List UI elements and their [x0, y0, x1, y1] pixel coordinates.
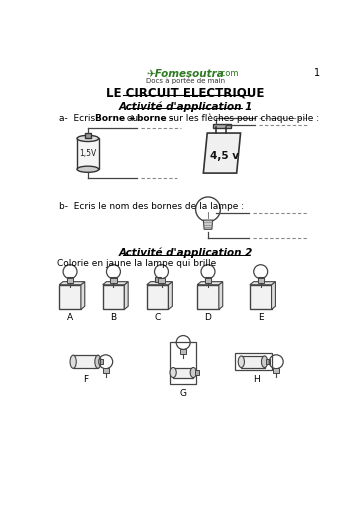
Polygon shape: [272, 282, 275, 309]
Text: .com: .com: [218, 69, 239, 78]
Bar: [212, 124, 231, 127]
Bar: [102, 368, 109, 373]
Text: E: E: [258, 313, 264, 322]
Ellipse shape: [190, 368, 196, 377]
Text: Docs à portée de main: Docs à portée de main: [146, 77, 225, 84]
Text: 4,5 v: 4,5 v: [210, 151, 239, 161]
Polygon shape: [168, 282, 172, 309]
Polygon shape: [102, 282, 128, 285]
Text: D: D: [205, 313, 211, 322]
Bar: [110, 277, 117, 282]
Text: Colorie en jaune la lampe qui brille: Colorie en jaune la lampe qui brille: [57, 260, 216, 268]
Text: H: H: [253, 375, 260, 384]
Ellipse shape: [70, 355, 76, 368]
Polygon shape: [59, 282, 85, 285]
Text: 1,5V: 1,5V: [79, 150, 97, 158]
Polygon shape: [250, 282, 275, 285]
Bar: [266, 359, 270, 364]
Bar: [159, 278, 165, 283]
Bar: [155, 277, 161, 282]
Ellipse shape: [170, 368, 176, 377]
Text: Borne +: Borne +: [95, 114, 136, 123]
Text: Activité d'application 2: Activité d'application 2: [118, 248, 253, 258]
Bar: [147, 285, 168, 309]
Bar: [102, 285, 124, 309]
Text: 1: 1: [314, 68, 320, 78]
Text: ou: ou: [124, 114, 141, 123]
Text: Activité d'application 1: Activité d'application 1: [118, 101, 253, 112]
Bar: [197, 285, 219, 309]
Bar: [100, 359, 104, 364]
Bar: [241, 356, 265, 368]
Bar: [180, 349, 186, 354]
Ellipse shape: [77, 166, 99, 173]
Text: borne -: borne -: [137, 114, 173, 123]
Bar: [173, 368, 193, 377]
Polygon shape: [147, 282, 172, 285]
Polygon shape: [203, 133, 241, 173]
Ellipse shape: [261, 356, 268, 368]
Text: b-  Ecris le nom des bornes de la lampe :: b- Ecris le nom des bornes de la lampe :: [59, 202, 244, 210]
Ellipse shape: [77, 135, 99, 141]
Bar: [235, 353, 272, 370]
Text: A: A: [67, 313, 73, 322]
Ellipse shape: [95, 355, 101, 368]
Text: ✈Fomesoutra: ✈Fomesoutra: [147, 69, 224, 79]
Bar: [110, 278, 117, 283]
Bar: [205, 278, 211, 283]
Text: G: G: [180, 389, 187, 398]
Polygon shape: [81, 282, 85, 309]
Polygon shape: [203, 220, 212, 229]
Bar: [258, 277, 264, 282]
Bar: [258, 278, 264, 283]
Bar: [250, 285, 272, 309]
Bar: [59, 285, 81, 309]
Text: B: B: [110, 313, 117, 322]
Bar: [170, 343, 196, 384]
Polygon shape: [124, 282, 128, 309]
Bar: [67, 277, 73, 282]
Bar: [67, 278, 73, 283]
Text: LE CIRCUIT ELECTRIQUE: LE CIRCUIT ELECTRIQUE: [106, 86, 265, 99]
Bar: [73, 355, 98, 368]
Bar: [273, 368, 279, 373]
Text: F: F: [83, 375, 88, 384]
Polygon shape: [197, 282, 223, 285]
Bar: [77, 138, 99, 169]
Text: C: C: [155, 313, 161, 322]
Bar: [85, 133, 91, 138]
Ellipse shape: [238, 356, 244, 368]
Text: sur les flèches pour chaque pile :: sur les flèches pour chaque pile :: [163, 114, 319, 123]
Polygon shape: [219, 282, 223, 309]
Bar: [195, 370, 199, 375]
Text: a-  Ecris :: a- Ecris :: [59, 114, 104, 123]
Bar: [205, 277, 211, 282]
